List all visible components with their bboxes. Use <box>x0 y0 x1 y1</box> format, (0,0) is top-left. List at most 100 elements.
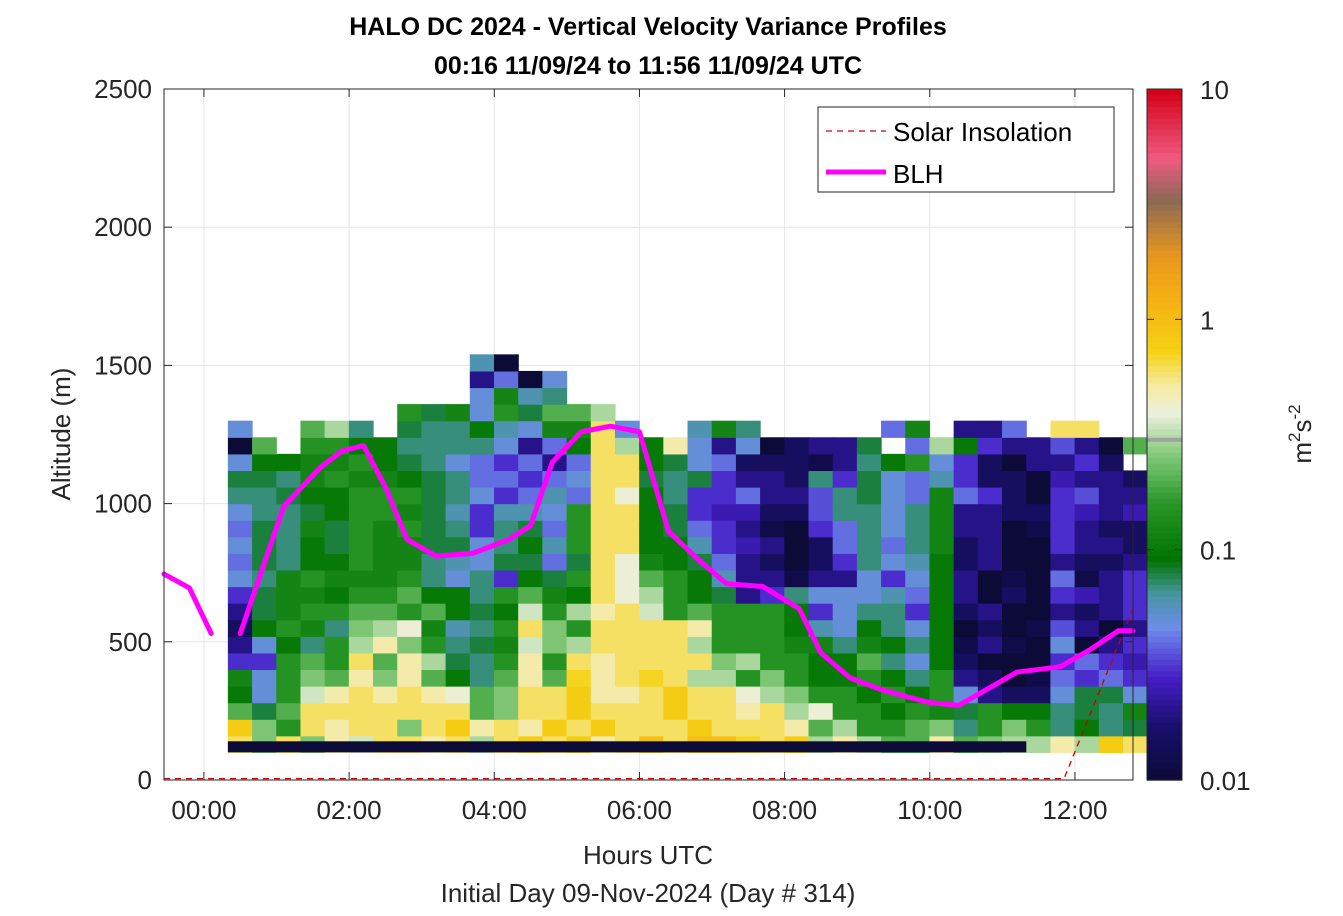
heatmap-cell <box>276 686 302 704</box>
heatmap-cell <box>614 453 640 472</box>
colorbar-step <box>1147 215 1182 223</box>
heatmap-cell <box>1026 603 1052 621</box>
heatmap-cell <box>373 437 398 455</box>
heatmap-cell <box>832 686 858 704</box>
heatmap-cell <box>953 586 979 604</box>
heatmap-cell <box>832 603 858 621</box>
colorbar-step <box>1147 474 1182 482</box>
heatmap-cell <box>687 453 713 472</box>
heatmap-cell <box>1002 503 1027 521</box>
heatmap-cell <box>518 387 543 405</box>
y-tick-label: 1000 <box>94 489 152 519</box>
colorbar-step <box>1147 687 1182 695</box>
heatmap-cell <box>784 453 810 472</box>
heatmap-cell <box>348 603 374 621</box>
heatmap-cell <box>1122 636 1148 654</box>
colorbar-step <box>1147 359 1182 367</box>
colorbar-step <box>1147 670 1182 678</box>
heatmap-cell <box>1098 470 1124 488</box>
heatmap-cell <box>1074 586 1100 604</box>
heatmap-cell <box>1002 553 1027 571</box>
heatmap-cell <box>663 686 689 704</box>
colorbar-frame <box>1146 88 1183 781</box>
heatmap-cell <box>1002 420 1027 438</box>
heatmap-cell <box>252 619 277 637</box>
heatmap-cell <box>735 619 761 637</box>
heatmap-cell <box>252 487 277 505</box>
heatmap-cell <box>929 520 955 538</box>
heatmap-cell <box>663 619 689 637</box>
heatmap-cell <box>445 553 471 571</box>
heatmap-cell <box>784 520 810 538</box>
heatmap-cell <box>276 669 302 687</box>
heatmap-cell <box>397 470 423 488</box>
heatmap-cell <box>542 370 568 389</box>
heatmap-cell <box>469 569 495 588</box>
heatmap-cell <box>614 603 640 621</box>
heatmap-cell <box>711 536 737 554</box>
heatmap-cell <box>663 487 689 505</box>
heatmap-cell <box>881 669 906 687</box>
heatmap-cell <box>1026 735 1052 753</box>
heatmap-cell <box>639 553 664 571</box>
heatmap-cell <box>953 553 979 571</box>
colorbar-step <box>1147 630 1182 637</box>
heatmap-cell <box>711 652 737 671</box>
colorbar-step <box>1147 509 1182 516</box>
heatmap-cell <box>881 420 906 438</box>
heatmap-cell <box>348 702 374 720</box>
colorbar-marker <box>1147 437 1182 442</box>
colorbar-step <box>1147 451 1182 459</box>
heatmap-cell <box>832 470 858 488</box>
heatmap-cell <box>227 503 253 521</box>
blh-line <box>237 423 1136 708</box>
heatmap-cell <box>493 387 519 405</box>
heatmap-cell <box>614 536 640 554</box>
heatmap-cell <box>687 652 713 671</box>
heatmap-cell <box>518 520 543 538</box>
heatmap-cell <box>469 719 495 737</box>
heatmap-cell <box>1074 520 1100 538</box>
heatmap-cell <box>1074 735 1100 753</box>
heatmap-cell <box>808 686 834 704</box>
heatmap-cell <box>711 437 737 455</box>
heatmap-cell <box>1098 487 1124 505</box>
colorbar-step <box>1147 526 1182 534</box>
heatmap-cell <box>276 619 302 637</box>
heatmap-cell <box>493 354 519 372</box>
colorbar-step <box>1147 774 1182 781</box>
heatmap-cell <box>566 603 592 621</box>
colorbar-step <box>1147 641 1182 649</box>
heatmap-cell <box>276 453 302 472</box>
heatmap-cell <box>348 652 374 671</box>
heatmap-cell <box>445 603 471 621</box>
heatmap-cell <box>687 437 713 455</box>
heatmap-cell <box>421 686 447 704</box>
legend: Solar Insolation BLH <box>817 106 1115 193</box>
heatmap-cell <box>590 686 616 704</box>
heatmap-cell <box>808 470 834 488</box>
colorbar-step <box>1147 503 1182 511</box>
heatmap-cell <box>1026 536 1052 554</box>
heatmap-cell <box>348 503 374 521</box>
heatmap-cell <box>518 420 543 438</box>
heatmap-cell <box>832 586 858 604</box>
heatmap-cell <box>1050 569 1076 588</box>
colorbar-step <box>1147 636 1182 643</box>
colorbar-step <box>1147 209 1182 217</box>
colorbar-step <box>1147 290 1182 297</box>
heatmap-cell <box>397 487 423 505</box>
heatmap-cell <box>832 719 858 737</box>
colorbar-step <box>1147 123 1182 131</box>
heatmap-cell <box>881 603 906 621</box>
heatmap-cell <box>1026 520 1052 538</box>
heatmap-cell <box>445 619 471 637</box>
heatmap-cell <box>687 536 713 554</box>
colorbar-step <box>1147 129 1182 136</box>
heatmap-cell <box>977 503 1003 521</box>
heatmap-cell <box>711 503 737 521</box>
plot-frame <box>163 88 1134 781</box>
heatmap-cell <box>469 603 495 621</box>
heatmap-cell <box>808 536 834 554</box>
heatmap-cell <box>227 586 253 604</box>
